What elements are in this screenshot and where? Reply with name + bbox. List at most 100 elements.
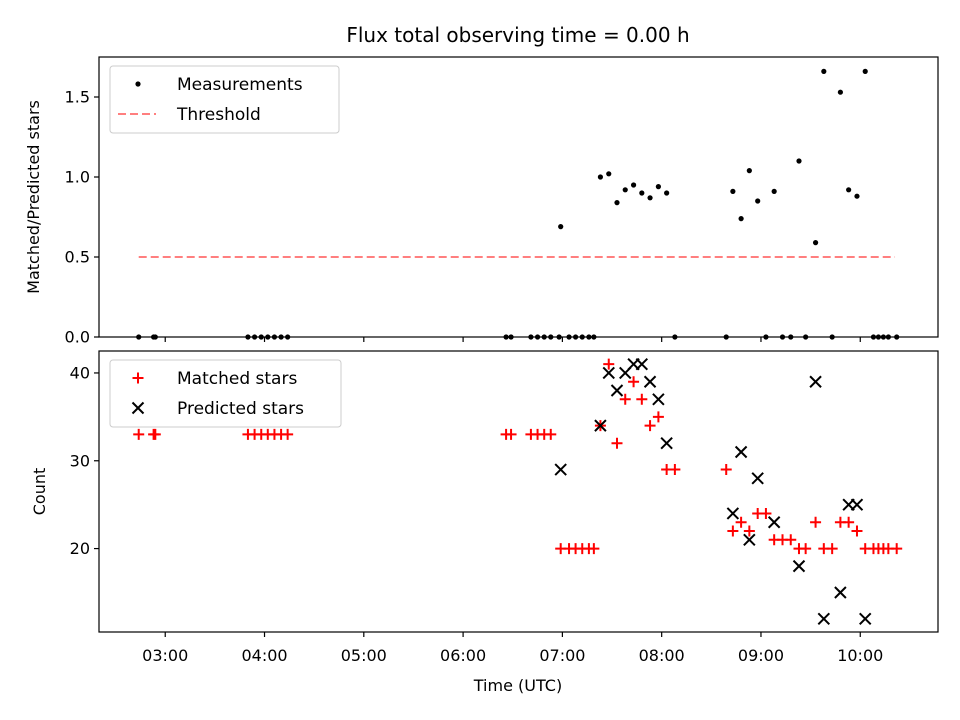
data-point: [265, 334, 271, 340]
x-tick-label: 04:00: [241, 646, 287, 665]
data-point: [152, 334, 158, 340]
data-point: [746, 168, 752, 174]
data-point: [508, 334, 514, 340]
x-tick-label: 08:00: [639, 646, 685, 665]
data-point: [885, 334, 891, 340]
data-point: [639, 190, 645, 196]
plot-frame: [98, 350, 939, 633]
y-tick-label: 1.0: [65, 168, 90, 187]
data-point: [541, 334, 547, 340]
data-point: [730, 188, 736, 194]
data-point: [829, 334, 835, 340]
data-point: [788, 334, 794, 340]
data-point: [854, 193, 860, 199]
data-point: [812, 240, 819, 246]
data-point: [751, 472, 764, 485]
x-tick-label: 10:00: [837, 646, 883, 665]
data-point: [652, 393, 665, 406]
data-point: [779, 334, 786, 340]
legend-label: Measurements: [177, 75, 303, 95]
panel-2: 20 30 40 03:00 04:00 05:00 06:00 07:00 08:00 09:0…: [30, 350, 939, 665]
data-point: [566, 334, 572, 340]
data-point: [278, 334, 284, 340]
x-tick-label: 09:00: [738, 646, 784, 665]
chart-panels: 0.0 0.5 1.0 1.5 Matched/Predicted stars Measu…: [24, 56, 939, 665]
data-point: [556, 334, 562, 340]
data-point: [870, 334, 877, 340]
data-point: [652, 411, 664, 423]
data-point: [821, 68, 827, 74]
data-point: [586, 334, 592, 340]
data-point: [528, 334, 534, 340]
data-point: [726, 507, 740, 520]
data-point: [891, 543, 903, 555]
data-point: [826, 543, 838, 555]
data-point: [602, 366, 615, 380]
data-point: [285, 334, 291, 340]
data-point: [817, 612, 831, 626]
data-point: [606, 171, 612, 177]
data-point: [727, 525, 739, 537]
data-point: [735, 516, 747, 528]
data-point: [669, 464, 681, 476]
data-point: [628, 376, 640, 388]
data-point: [767, 516, 781, 529]
data-point: [245, 334, 251, 340]
data-point: [760, 507, 772, 519]
data-point: [503, 334, 509, 340]
series-measurements: [136, 68, 900, 340]
data-point: [591, 334, 597, 340]
data-point: [850, 498, 864, 511]
data-point: [655, 184, 661, 190]
panel-1: 0.0 0.5 1.0 1.5 Matched/Predicted stars Measu…: [24, 56, 939, 347]
x-tick-label: 05:00: [341, 646, 387, 665]
legend-box: [109, 65, 340, 134]
data-point: [859, 612, 872, 626]
y-tick-label: 1.5: [65, 88, 90, 107]
data-point: [664, 190, 670, 196]
data-point: [258, 334, 264, 340]
data-point: [785, 534, 797, 546]
series-predicted-stars: [554, 357, 872, 626]
data-point: [636, 393, 648, 405]
data-point: [647, 195, 653, 201]
data-point: [579, 334, 585, 340]
legend-marker: [131, 401, 145, 415]
data-point: [851, 525, 863, 537]
data-point: [558, 224, 564, 230]
legend-marker: [135, 81, 141, 87]
data-point: [723, 334, 729, 340]
data-point: [271, 334, 278, 340]
data-point: [610, 384, 624, 397]
legend-label: Threshold: [176, 105, 261, 125]
data-point: [630, 182, 637, 188]
data-point: [763, 334, 769, 340]
data-point: [743, 525, 755, 537]
data-point: [755, 198, 761, 204]
data-point: [809, 375, 822, 388]
legend-label: Predicted stars: [177, 399, 304, 419]
data-point: [622, 187, 628, 193]
data-point: [834, 586, 847, 599]
y-tick-label: 0.0: [65, 328, 90, 347]
data-point: [611, 437, 623, 449]
data-point: [505, 428, 517, 440]
legend-box: [109, 359, 342, 428]
data-point: [136, 334, 142, 340]
data-point: [133, 428, 145, 440]
y-axis-label: Matched/Predicted stars: [24, 100, 43, 294]
legend-label: Matched stars: [177, 369, 297, 389]
data-point: [282, 428, 294, 440]
data-point: [644, 420, 656, 432]
data-point: [597, 174, 604, 180]
data-point: [803, 334, 809, 340]
data-point: [619, 393, 631, 405]
data-point: [880, 334, 886, 340]
data-point: [846, 187, 852, 193]
data-point: [643, 375, 657, 388]
x-axis-label: Time (UTC): [473, 676, 562, 695]
data-point: [588, 543, 600, 555]
data-point: [149, 428, 161, 440]
legend-marker: [132, 372, 144, 384]
y-tick-label: 40: [70, 363, 90, 382]
